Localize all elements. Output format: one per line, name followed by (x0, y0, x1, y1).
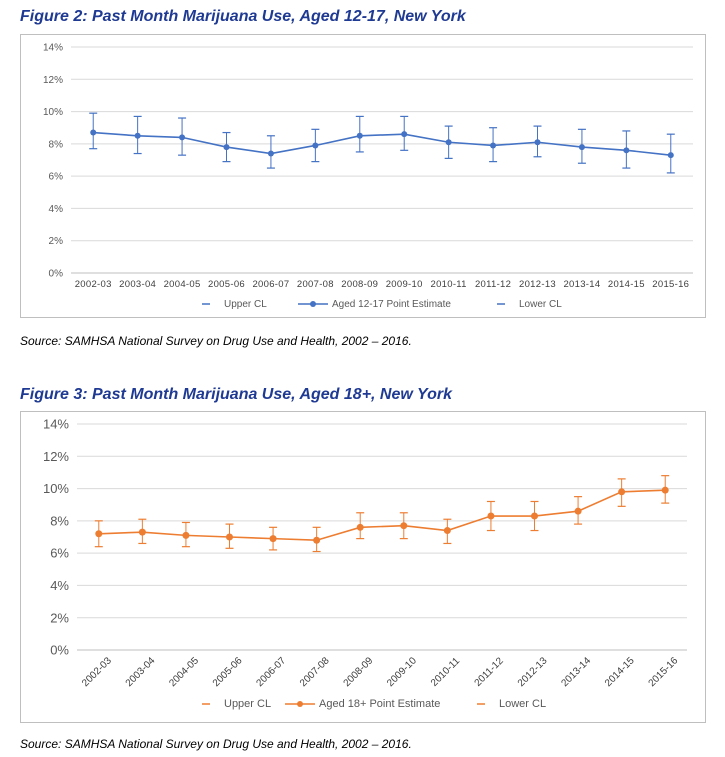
point-estimate-marker (134, 132, 141, 139)
y-tick-label: 12% (43, 75, 63, 86)
y-tick-label: 8% (50, 513, 69, 528)
y-tick-label: 10% (43, 481, 69, 496)
point-estimate-marker (313, 536, 321, 544)
point-estimate-marker (490, 142, 497, 149)
y-tick-label: 4% (49, 204, 64, 215)
point-estimate-marker (487, 512, 495, 520)
point-estimate-marker (400, 522, 408, 530)
y-tick-label: 6% (49, 172, 64, 183)
x-tick-label: 2010-11 (431, 279, 467, 290)
x-tick-label: 2003-04 (119, 279, 156, 290)
legend-point-estimate-marker (310, 301, 316, 307)
point-estimate-marker (179, 134, 186, 141)
point-estimate-marker (356, 523, 364, 531)
point-estimate-marker (95, 530, 103, 538)
point-estimate-marker (443, 527, 451, 535)
x-tick-label: 2013-14 (563, 279, 600, 290)
point-estimate-marker (661, 486, 669, 494)
x-tick-label: 2010-11 (429, 655, 463, 689)
point-estimate-marker (312, 142, 319, 149)
x-tick-label: 2015-16 (647, 655, 681, 689)
x-tick-label: 2005-06 (211, 655, 245, 689)
y-tick-label: 6% (50, 546, 69, 561)
point-estimate-line (98, 489, 666, 542)
x-tick-label: 2005-06 (208, 279, 245, 290)
point-estimate-marker (182, 531, 190, 539)
x-tick-label: 2015-16 (652, 279, 689, 290)
x-tick-label: 2012-13 (519, 279, 556, 290)
x-tick-label: 2011-12 (473, 655, 507, 689)
x-tick-label: 2009-10 (386, 279, 423, 290)
point-estimate-marker (578, 144, 585, 151)
point-estimate-marker (223, 144, 230, 151)
point-estimate-marker (401, 131, 408, 138)
figure-3-chart: 0% 2% 4% 6% 8% 10% 12% 14% 2002-03 2003-04 2004-05… (43, 417, 687, 710)
point-estimate-marker (226, 533, 233, 541)
y-tick-label: 14% (43, 417, 69, 432)
y-tick-label: 2% (49, 236, 64, 247)
x-tick-label: 2002-03 (80, 655, 114, 689)
y-tick-label: 10% (43, 107, 63, 118)
x-tick-label: 2006-07 (254, 655, 288, 689)
figure-3-title: Figure 3: Past Month Marijuana Use, Aged… (20, 386, 452, 403)
figure-3-source: Source: SAMHSA National Survey on Drug U… (20, 737, 412, 751)
y-tick-label: 14% (43, 43, 63, 54)
point-estimate-marker (574, 507, 582, 515)
x-tick-label: 2002-03 (75, 279, 112, 290)
x-tick-label: 2004-05 (164, 279, 201, 290)
legend-lower-cl-label: Lower CL (499, 698, 546, 710)
point-estimate-line (93, 131, 671, 156)
point-estimate-marker (138, 528, 146, 536)
legend-upper-cl-label: Upper CL (224, 698, 271, 710)
legend-point-estimate-marker (297, 701, 303, 707)
legend-lower-cl-label: Lower CL (519, 299, 562, 310)
y-tick-label: 12% (43, 449, 69, 464)
x-tick-label: 2014-15 (608, 279, 645, 290)
x-tick-label: 2013-14 (559, 655, 593, 689)
x-tick-label: 2008-09 (341, 279, 378, 290)
point-estimate-marker (445, 139, 452, 146)
x-tick-label: 2003-04 (124, 655, 158, 689)
point-estimate-marker (618, 488, 626, 496)
x-tick-label: 2004-05 (167, 655, 201, 689)
x-tick-label: 2006-07 (252, 279, 289, 290)
point-estimate-marker (267, 150, 274, 157)
legend-point-estimate-label: Aged 18+ Point Estimate (319, 698, 440, 710)
figure-3-chart-box: 0% 2% 4% 6% 8% 10% 12% 14% 2002-03 2003-04 2004-05… (20, 411, 706, 723)
x-tick-label: 2011-12 (475, 279, 511, 290)
x-tick-label: 2009-10 (385, 655, 419, 689)
figure-2-chart: 0% 2% 4% 6% 8% 10% 12% 14% 2002-03 2003-04 2004-05… (43, 43, 693, 310)
point-estimate-marker (356, 132, 363, 139)
x-tick-label: 2007-08 (297, 279, 334, 290)
x-tick-label: 2012-13 (516, 655, 550, 689)
legend-point-estimate-label: Aged 12-17 Point Estimate (332, 299, 451, 310)
point-estimate-marker (531, 512, 538, 520)
point-estimate-marker (667, 152, 674, 159)
y-tick-label: 2% (50, 610, 69, 625)
y-tick-label: 0% (49, 269, 64, 280)
y-tick-label: 0% (50, 643, 69, 658)
y-tick-label: 8% (49, 139, 64, 150)
figure-2-title: Figure 2: Past Month Marijuana Use, Aged… (20, 8, 466, 25)
point-estimate-marker (534, 139, 541, 146)
figure-2-chart-box: 0% 2% 4% 6% 8% 10% 12% 14% 2002-03 2003-04 2004-05… (20, 34, 706, 318)
point-estimate-marker (90, 129, 97, 136)
legend-upper-cl-label: Upper CL (224, 299, 267, 310)
x-tick-label: 2008-09 (342, 655, 376, 689)
point-estimate-marker (269, 535, 277, 543)
point-estimate-marker (623, 147, 630, 154)
x-tick-label: 2014-15 (603, 655, 637, 689)
y-tick-label: 4% (50, 578, 69, 593)
x-tick-label: 2007-08 (298, 655, 332, 689)
figure-2-source: Source: SAMHSA National Survey on Drug U… (20, 334, 412, 348)
